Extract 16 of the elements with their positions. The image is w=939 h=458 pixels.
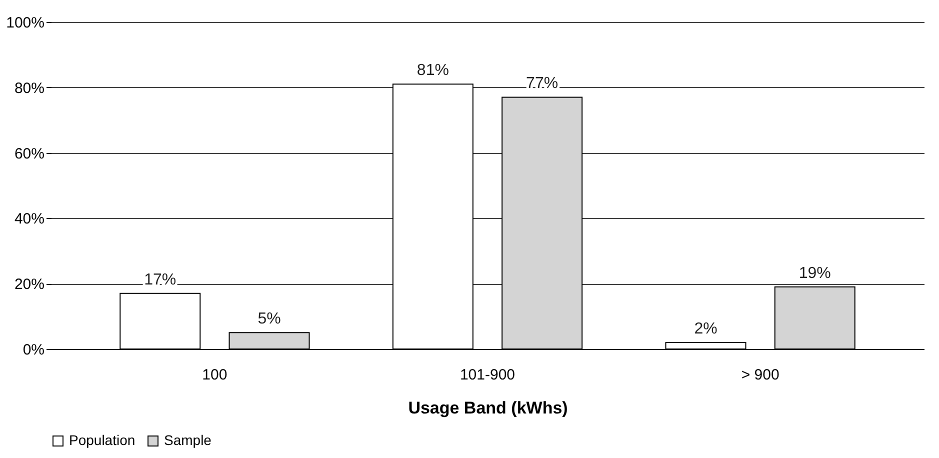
x-tick-label: 100 (202, 366, 228, 384)
y-tick-label: 60% (14, 145, 44, 162)
x-tick-label: > 900 (741, 366, 780, 384)
y-tick-label: 40% (14, 210, 44, 228)
data-label: 5% (258, 310, 281, 328)
legend-label: Sample (164, 432, 212, 448)
y-tick-label: 20% (14, 276, 44, 294)
y-tick-label: 0% (22, 342, 44, 358)
data-label: 19% (798, 264, 831, 282)
data-label: 81% (416, 62, 449, 80)
data-label: 2% (694, 320, 718, 338)
legend-label: Population (69, 432, 136, 448)
x-axis-title: Usage Band (kWhs) (408, 398, 568, 418)
x-tick-label: 101-900 (460, 366, 516, 384)
y-tick-label: 80% (14, 80, 44, 97)
y-tick-label: 100% (6, 14, 44, 32)
